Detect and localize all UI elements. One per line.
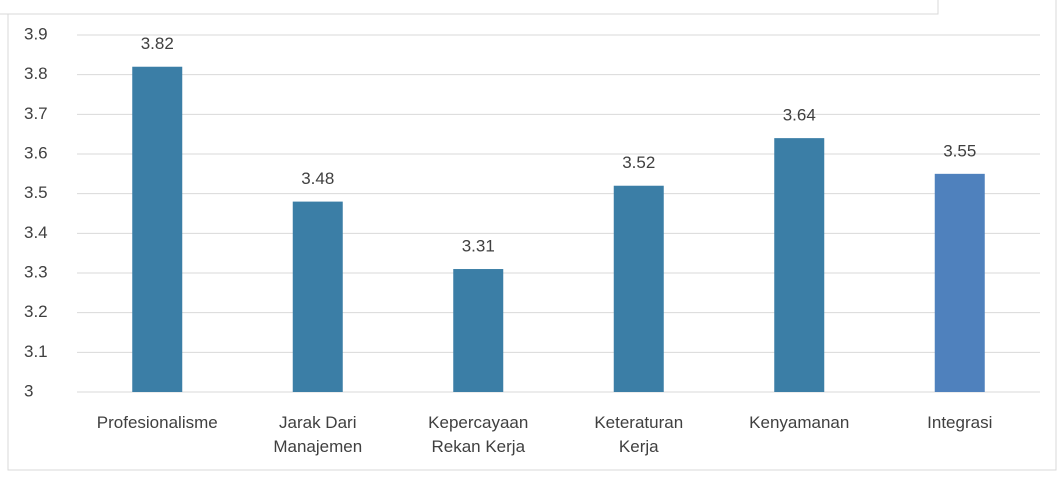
y-tick-label: 3.5: [24, 183, 48, 202]
x-tick-label: Kenyamanan: [749, 413, 850, 432]
y-tick-label: 3.8: [24, 64, 48, 83]
data-label: 3.55: [943, 141, 976, 160]
frame: [7, 0, 1057, 471]
y-tick-label: 3.9: [24, 24, 48, 43]
data-label: 3.31: [462, 237, 495, 256]
y-tick-label: 3.7: [24, 104, 48, 123]
bar: [132, 66, 183, 392]
bar: [774, 138, 825, 392]
data-label: 3.82: [141, 34, 174, 53]
x-tick-label: Kepercayaan Rekan Kerja: [428, 413, 529, 456]
x-tick-label: Profesionalisme: [96, 413, 218, 432]
data-label: 3.64: [783, 106, 816, 125]
y-tick-label: 3.3: [24, 262, 48, 281]
data-label: 3.48: [301, 169, 334, 188]
y-tick-label: 3.6: [24, 143, 48, 162]
y-tick-label: 3.4: [24, 223, 48, 242]
bar: [453, 269, 504, 392]
y-tick-label: 3.2: [24, 302, 48, 321]
bar: [613, 185, 664, 392]
y-tick-label: 3: [24, 381, 33, 400]
data-label: 3.52: [622, 153, 655, 172]
x-tick-label: Integrasi: [927, 413, 993, 432]
x-tick-label: Jarak Dari Manajemen: [273, 413, 363, 456]
y-tick-label: 3.1: [24, 342, 48, 361]
frame-top: [0, 0, 939, 15]
x-tick-label: Keteraturan Kerja: [594, 413, 684, 456]
bar: [292, 201, 343, 392]
bar: [934, 173, 985, 392]
